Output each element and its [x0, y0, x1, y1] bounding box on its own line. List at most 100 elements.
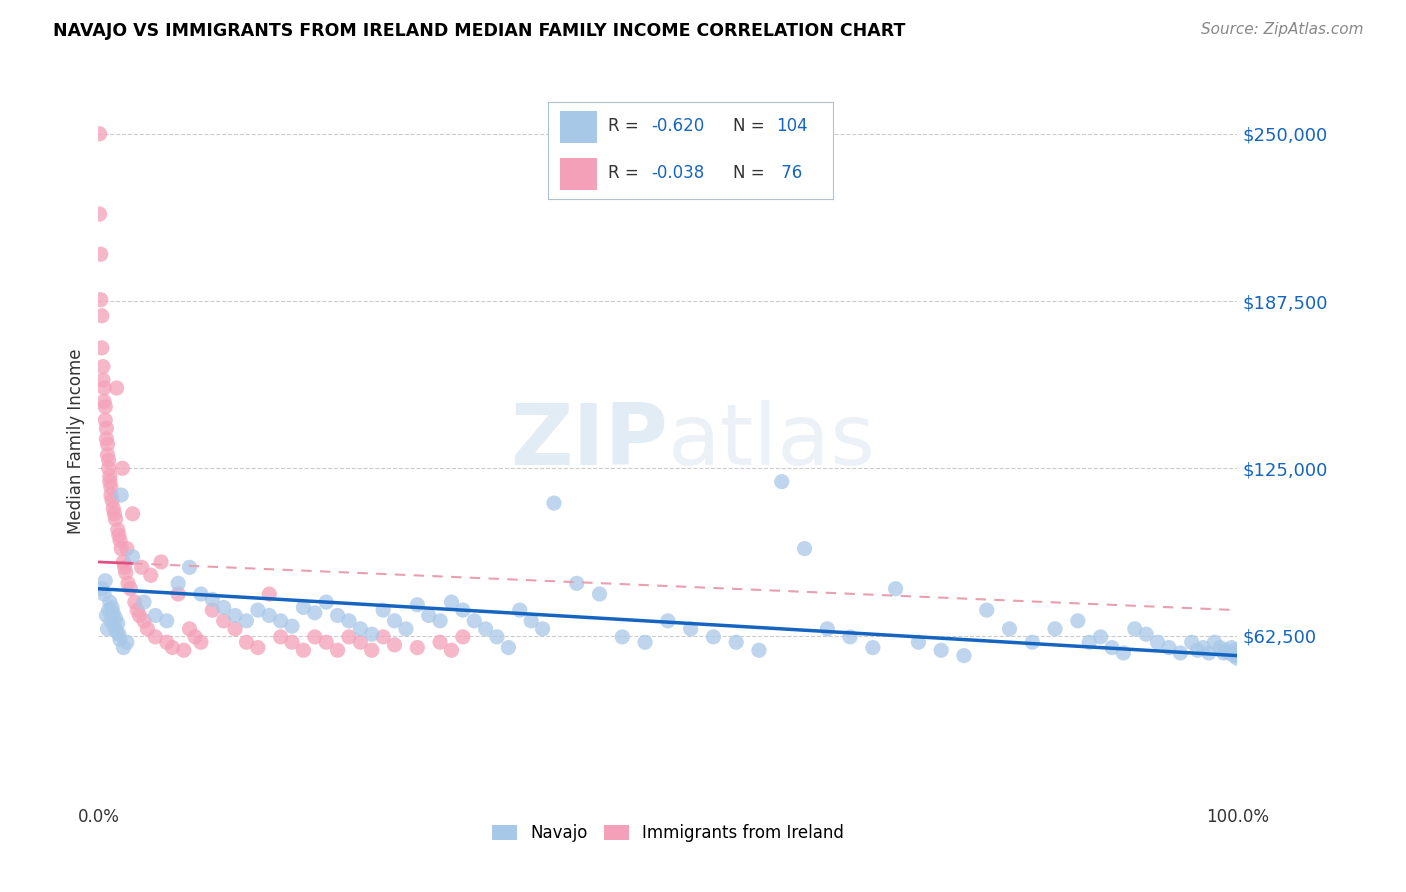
Point: [976, 603, 998, 617]
Point: [184, 630, 207, 644]
Point: [114, 560, 136, 574]
Point: [173, 643, 195, 657]
Point: [112, 555, 135, 569]
Point: [89, 207, 111, 221]
Point: [117, 576, 139, 591]
Point: [259, 608, 281, 623]
Point: [124, 595, 146, 609]
Point: [292, 600, 315, 615]
Y-axis label: Median Family Income: Median Family Income: [67, 349, 86, 534]
Point: [884, 582, 907, 596]
Point: [634, 635, 657, 649]
Point: [1226, 648, 1249, 663]
Point: [110, 488, 132, 502]
Point: [246, 640, 269, 655]
Point: [94, 574, 117, 588]
Point: [270, 614, 292, 628]
Point: [212, 614, 235, 628]
Point: [100, 488, 122, 502]
Point: [201, 592, 224, 607]
Point: [103, 501, 125, 516]
Point: [862, 640, 884, 655]
Point: [179, 560, 201, 574]
Point: [304, 630, 326, 644]
Point: [384, 614, 406, 628]
Text: atlas: atlas: [668, 400, 876, 483]
Point: [96, 622, 118, 636]
Point: [235, 614, 257, 628]
Point: [360, 627, 382, 641]
Point: [121, 507, 143, 521]
Point: [108, 632, 131, 647]
Point: [770, 475, 793, 489]
Point: [103, 606, 125, 620]
Point: [97, 603, 120, 617]
Point: [93, 381, 115, 395]
Point: [1170, 646, 1192, 660]
Point: [150, 555, 173, 569]
Point: [1223, 643, 1246, 657]
Point: [498, 640, 520, 655]
Point: [315, 635, 337, 649]
Point: [1212, 646, 1234, 660]
Point: [201, 603, 224, 617]
Point: [132, 595, 155, 609]
Point: [105, 381, 128, 395]
Point: [108, 528, 131, 542]
Point: [98, 595, 121, 609]
Point: [156, 614, 179, 628]
Point: [101, 493, 124, 508]
Point: [128, 608, 150, 623]
Point: [101, 600, 124, 615]
Point: [748, 643, 770, 657]
Point: [179, 622, 201, 636]
Point: [190, 635, 212, 649]
Point: [406, 640, 429, 655]
Point: [1187, 643, 1209, 657]
Point: [429, 614, 451, 628]
Point: [96, 608, 118, 623]
Point: [1209, 640, 1232, 655]
Point: [1215, 643, 1237, 657]
Point: [96, 448, 118, 462]
Point: [1220, 640, 1243, 655]
Point: [292, 643, 315, 657]
Point: [463, 614, 485, 628]
Legend: Navajo, Immigrants from Ireland: Navajo, Immigrants from Ireland: [485, 817, 851, 848]
Point: [1226, 651, 1249, 665]
Point: [953, 648, 976, 663]
Point: [371, 603, 394, 617]
Point: [1067, 614, 1090, 628]
Point: [1223, 648, 1246, 663]
Point: [96, 437, 118, 451]
Point: [121, 549, 143, 564]
Point: [270, 630, 292, 644]
Point: [224, 622, 246, 636]
Point: [1218, 646, 1240, 660]
Point: [429, 635, 451, 649]
Point: [815, 622, 838, 636]
Point: [440, 595, 463, 609]
Point: [543, 496, 565, 510]
Point: [612, 630, 634, 644]
Point: [1198, 646, 1220, 660]
Point: [486, 630, 509, 644]
Point: [326, 643, 349, 657]
Point: [108, 533, 131, 548]
Point: [349, 635, 371, 649]
Point: [281, 635, 304, 649]
Point: [93, 587, 115, 601]
Point: [90, 341, 112, 355]
Point: [839, 630, 862, 644]
Point: [90, 309, 112, 323]
Point: [1181, 635, 1204, 649]
Point: [162, 640, 184, 655]
Point: [1021, 635, 1043, 649]
Point: [1192, 640, 1215, 655]
Point: [702, 630, 724, 644]
Point: [259, 587, 281, 601]
Text: ZIP: ZIP: [510, 400, 668, 483]
Point: [97, 453, 120, 467]
Point: [725, 635, 748, 649]
Point: [349, 622, 371, 636]
